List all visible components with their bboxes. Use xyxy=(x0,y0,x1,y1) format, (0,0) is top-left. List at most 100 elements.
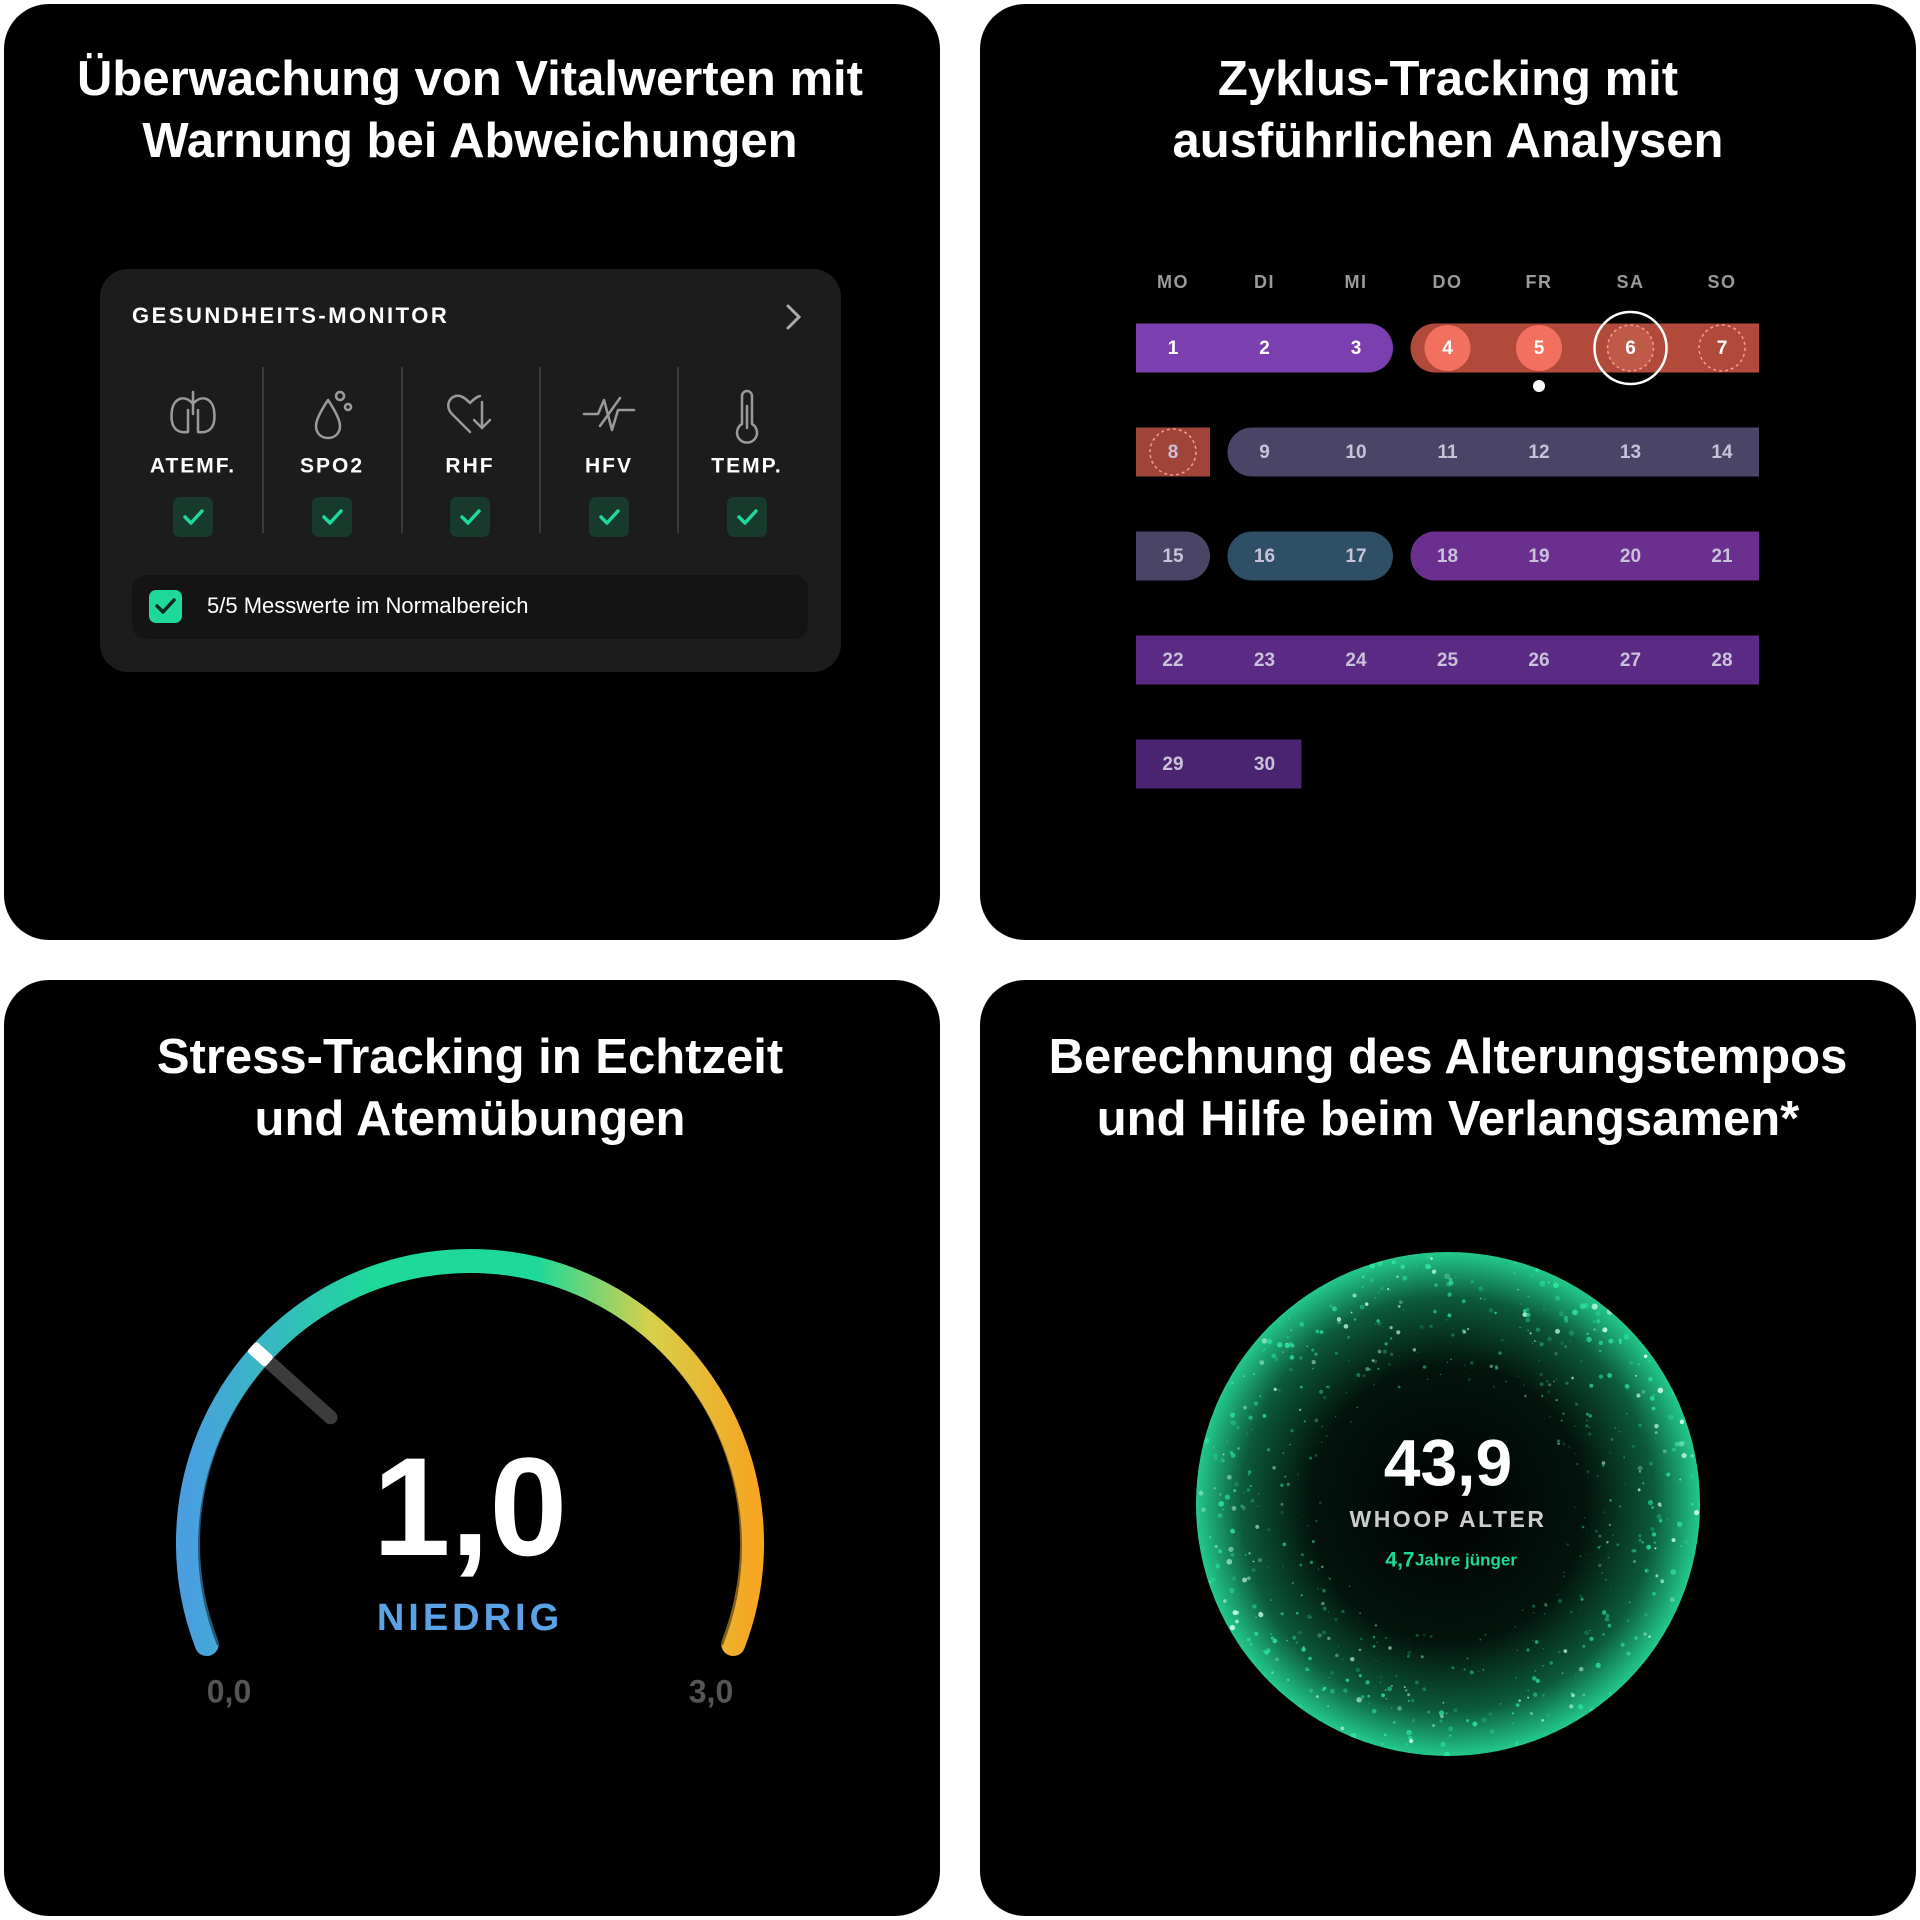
speckle xyxy=(1259,1395,1262,1398)
speckle xyxy=(1314,1453,1318,1457)
speckle xyxy=(1523,1384,1525,1386)
speckle xyxy=(1408,1735,1413,1741)
speckle xyxy=(1518,1699,1522,1702)
speckle xyxy=(1329,1578,1332,1581)
speckle xyxy=(1534,1340,1536,1342)
check-mark xyxy=(183,509,204,525)
speckle xyxy=(1466,1327,1470,1331)
speckle xyxy=(1376,1660,1378,1662)
speckle xyxy=(1322,1688,1325,1692)
speckle xyxy=(1602,1633,1605,1636)
speckle xyxy=(1286,1482,1290,1486)
speckle xyxy=(1569,1340,1571,1342)
speckle xyxy=(1462,1330,1467,1334)
speckle xyxy=(1391,1260,1396,1265)
speckle xyxy=(1429,1635,1433,1639)
speckle xyxy=(1584,1630,1589,1636)
speckle xyxy=(1644,1612,1648,1617)
speckle xyxy=(1303,1393,1305,1395)
speckle xyxy=(1475,1257,1478,1259)
speckle xyxy=(1405,1742,1409,1746)
speckle xyxy=(1326,1385,1330,1389)
speckle xyxy=(1552,1282,1559,1289)
speckle xyxy=(1626,1651,1631,1656)
speckle xyxy=(1653,1393,1655,1396)
gauge-trail xyxy=(253,1347,338,1425)
speckle xyxy=(1592,1320,1596,1323)
speckle xyxy=(1477,1670,1479,1672)
stress-score: 1,0 xyxy=(373,1428,568,1585)
speckle xyxy=(1554,1295,1561,1301)
speckle xyxy=(1490,1729,1495,1734)
speckle xyxy=(1494,1364,1498,1368)
speckle xyxy=(1280,1612,1284,1616)
speckle xyxy=(1261,1338,1268,1344)
speckle xyxy=(1343,1324,1349,1329)
speckle xyxy=(1448,1734,1452,1737)
speckle xyxy=(1563,1315,1568,1320)
speckle xyxy=(1582,1537,1585,1539)
speckle xyxy=(1270,1633,1273,1636)
speckle xyxy=(1348,1585,1351,1588)
speckle xyxy=(1258,1612,1264,1618)
speckle xyxy=(1290,1343,1295,1348)
speckle xyxy=(1574,1506,1576,1509)
speckle xyxy=(1356,1697,1362,1703)
speckle xyxy=(1585,1424,1589,1428)
speckle xyxy=(1529,1711,1534,1716)
speckle xyxy=(1254,1631,1259,1636)
speckle xyxy=(1580,1360,1582,1362)
gauge-indicator xyxy=(248,1342,273,1367)
speckle xyxy=(1527,1689,1529,1691)
vital-label: HFV xyxy=(585,455,633,478)
speckle xyxy=(1289,1355,1295,1360)
speckle xyxy=(1589,1383,1594,1388)
speckle xyxy=(1513,1272,1516,1275)
speckle xyxy=(1320,1587,1322,1589)
speckle xyxy=(1215,1564,1220,1569)
speckle xyxy=(1379,1682,1381,1684)
speckle xyxy=(1311,1348,1315,1352)
speckle xyxy=(1586,1553,1588,1555)
speckle xyxy=(1334,1351,1339,1356)
check-mark xyxy=(155,598,176,614)
speckle xyxy=(1201,1507,1206,1512)
speckle xyxy=(1343,1688,1348,1693)
speckle xyxy=(1361,1286,1364,1289)
speckle xyxy=(1598,1340,1603,1346)
day-label: 20 xyxy=(1620,546,1641,567)
speckle xyxy=(1198,1490,1204,1496)
speckle xyxy=(1309,1560,1314,1565)
speckle xyxy=(1223,1599,1227,1603)
speckle xyxy=(1500,1338,1504,1342)
speckle xyxy=(1531,1342,1533,1345)
speckle xyxy=(1609,1452,1611,1454)
speckle xyxy=(1500,1703,1502,1705)
speckle xyxy=(1337,1319,1342,1325)
speckle xyxy=(1355,1667,1361,1673)
speckle xyxy=(1376,1360,1378,1362)
speckle xyxy=(1314,1352,1318,1356)
speckle xyxy=(1374,1323,1377,1325)
speckle xyxy=(1608,1523,1612,1527)
speckle xyxy=(1643,1632,1647,1636)
speckle xyxy=(1679,1419,1685,1425)
speckle xyxy=(1240,1504,1244,1508)
speckle xyxy=(1237,1447,1240,1450)
chevron[interactable] xyxy=(786,304,802,330)
check-mark xyxy=(737,509,758,525)
speckle xyxy=(1517,1376,1519,1378)
speckle xyxy=(1290,1329,1292,1331)
speckle xyxy=(1296,1612,1299,1615)
speckle xyxy=(1373,1659,1375,1661)
speckle xyxy=(1596,1319,1601,1324)
speckle xyxy=(1222,1453,1225,1456)
speckle xyxy=(1325,1385,1328,1388)
panel-title: Überwachung von Vitalwerten mit xyxy=(77,52,863,106)
speckle xyxy=(1322,1630,1326,1635)
speckle xyxy=(1285,1523,1287,1524)
speckle xyxy=(1282,1566,1284,1568)
speckle xyxy=(1463,1372,1465,1374)
speckle xyxy=(1481,1717,1487,1723)
speckle xyxy=(1321,1565,1324,1569)
